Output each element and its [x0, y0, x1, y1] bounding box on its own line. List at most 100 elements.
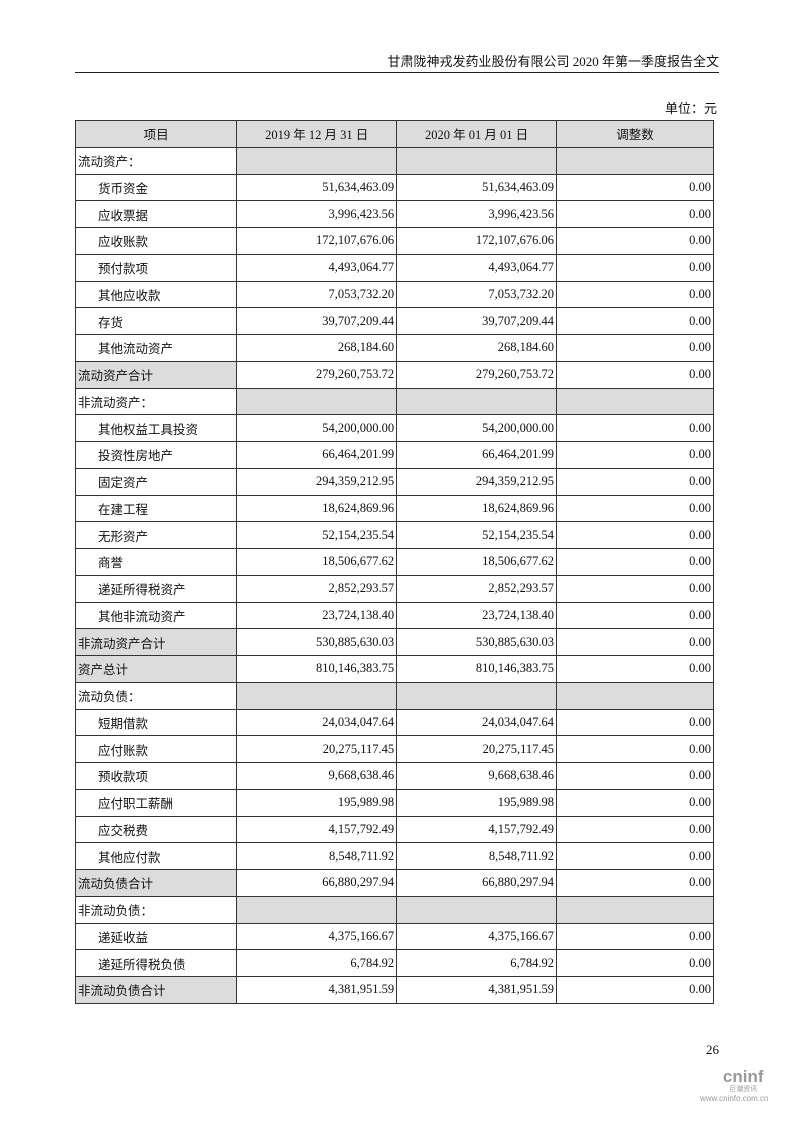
table-row: 货币资金 51,634,463.09 51,634,463.09 0.00	[74, 173, 714, 202]
total-row: 非流动负债合计 4,381,951.59 4,381,951.59 0.00	[74, 976, 714, 1004]
value-2019-12-31: 4,381,951.59	[236, 976, 398, 1004]
section-row: 流动资产：	[74, 146, 714, 175]
table-row: 递延所得税资产 2,852,293.57 2,852,293.57 0.00	[74, 574, 714, 603]
table-row: 应收票据 3,996,423.56 3,996,423.56 0.00	[74, 200, 714, 228]
value-2019-12-31: 24,034,047.64	[236, 708, 398, 737]
value-adjustment: 0.00	[556, 360, 714, 389]
row-label: 预收款项	[74, 762, 238, 790]
value-2019-12-31: 39,707,209.44	[236, 307, 398, 335]
row-label: 非流动负债合计	[74, 976, 238, 1004]
table-row: 应收账款 172,107,676.06 172,107,676.06 0.00	[74, 227, 714, 255]
value-2020-01-01: 39,707,209.44	[396, 307, 557, 335]
value-adjustment: 0.00	[556, 494, 714, 523]
value-2020-01-01: 279,260,753.72	[396, 360, 557, 389]
total-row: 非流动资产合计 530,885,630.03 530,885,630.03 0.00	[74, 628, 714, 656]
table-row: 固定资产 294,359,212.95 294,359,212.95 0.00	[74, 467, 714, 496]
value-2020-01-01: 530,885,630.03	[396, 628, 557, 656]
row-label: 流动资产合计	[74, 360, 238, 389]
value-adjustment: 0.00	[556, 949, 714, 977]
value-2020-01-01: 268,184.60	[396, 334, 557, 362]
value-2020-01-01: 2,852,293.57	[396, 574, 557, 603]
value-2019-12-31: 66,880,297.94	[236, 869, 398, 897]
table-row: 递延所得税负债 6,784.92 6,784.92 0.00	[74, 949, 714, 977]
value-2020-01-01	[396, 895, 557, 924]
table-header-row: 项目 2019 年 12 月 31 日 2020 年 01 月 01 日 调整数	[74, 120, 714, 148]
unit-label: 单位：元	[664, 101, 717, 116]
row-label: 货币资金	[74, 173, 238, 202]
value-adjustment: 0.00	[556, 976, 714, 1004]
row-label: 应交税费	[74, 815, 238, 844]
value-2020-01-01: 195,989.98	[396, 788, 557, 817]
section-row: 流动负债：	[74, 681, 714, 710]
value-adjustment: 0.00	[556, 280, 714, 309]
total-row: 流动资产合计 279,260,753.72 279,260,753.72 0.00	[74, 360, 714, 389]
value-adjustment: 0.00	[556, 601, 714, 630]
table-row: 无形资产 52,154,235.54 52,154,235.54 0.00	[74, 521, 714, 549]
value-adjustment: 0.00	[556, 467, 714, 496]
row-label: 递延所得税负债	[74, 949, 238, 977]
value-adjustment: 0.00	[556, 521, 714, 549]
value-adjustment: 0.00	[556, 414, 714, 442]
row-label: 其他应收款	[74, 280, 238, 309]
row-label: 其他权益工具投资	[74, 414, 238, 442]
row-label: 存货	[74, 307, 238, 335]
value-2019-12-31: 195,989.98	[236, 788, 398, 817]
value-2020-01-01: 9,668,638.46	[396, 762, 557, 790]
row-label: 其他应付款	[74, 842, 238, 870]
row-label: 应收账款	[74, 227, 238, 255]
value-adjustment: 0.00	[556, 227, 714, 255]
value-2020-01-01: 7,053,732.20	[396, 280, 557, 309]
value-2019-12-31: 23,724,138.40	[236, 601, 398, 630]
total-row: 流动负债合计 66,880,297.94 66,880,297.94 0.00	[74, 869, 714, 897]
value-2020-01-01	[396, 681, 557, 710]
value-adjustment: 0.00	[556, 815, 714, 844]
value-2019-12-31: 4,493,064.77	[236, 253, 398, 282]
value-adjustment: 0.00	[556, 922, 714, 951]
value-2020-01-01: 24,034,047.64	[396, 708, 557, 737]
value-adjustment: 0.00	[556, 173, 714, 202]
value-2019-12-31: 4,157,792.49	[236, 815, 398, 844]
value-adjustment: 0.00	[556, 655, 714, 683]
row-label: 商誉	[74, 548, 238, 576]
value-2020-01-01: 18,506,677.62	[396, 548, 557, 576]
value-2019-12-31: 4,375,166.67	[236, 922, 398, 951]
row-label: 递延收益	[74, 922, 238, 951]
value-2019-12-31	[236, 681, 398, 710]
logo-cn: 巨潮资讯	[729, 1086, 758, 1093]
row-label: 其他流动资产	[74, 334, 238, 362]
table-row: 其他应付款 8,548,711.92 8,548,711.92 0.00	[74, 842, 714, 870]
row-label: 预付款项	[74, 253, 238, 282]
row-label: 无形资产	[74, 521, 238, 549]
table-row: 其他非流动资产 23,724,138.40 23,724,138.40 0.00	[74, 601, 714, 630]
row-label: 在建工程	[74, 494, 238, 523]
table-row: 存货 39,707,209.44 39,707,209.44 0.00	[74, 307, 714, 335]
value-2019-12-31: 8,548,711.92	[236, 842, 398, 870]
row-label: 非流动资产：	[74, 387, 238, 416]
value-2019-12-31	[236, 895, 398, 924]
value-adjustment: 0.00	[556, 334, 714, 362]
table-row: 应交税费 4,157,792.49 4,157,792.49 0.00	[74, 815, 714, 844]
value-2019-12-31: 268,184.60	[236, 334, 398, 362]
value-2019-12-31: 3,996,423.56	[236, 200, 398, 228]
value-adjustment: 0.00	[556, 441, 714, 469]
value-2019-12-31: 18,506,677.62	[236, 548, 398, 576]
value-adjustment: 0.00	[556, 253, 714, 282]
value-2020-01-01: 8,548,711.92	[396, 842, 557, 870]
row-label: 投资性房地产	[74, 441, 238, 469]
value-2020-01-01: 172,107,676.06	[396, 227, 557, 255]
table-row: 其他流动资产 268,184.60 268,184.60 0.00	[74, 334, 714, 362]
row-label: 非流动负债：	[74, 895, 238, 924]
value-2020-01-01: 4,157,792.49	[396, 815, 557, 844]
balance-adjustment-table: 项目 2019 年 12 月 31 日 2020 年 01 月 01 日 调整数…	[74, 120, 714, 1004]
cninfo-logo: cninf 巨潮资讯 www.cninfo.com.cn	[700, 1068, 768, 1103]
value-adjustment	[556, 681, 714, 710]
row-label: 流动负债：	[74, 681, 238, 710]
row-label: 应付职工薪酬	[74, 788, 238, 817]
value-adjustment: 0.00	[556, 307, 714, 335]
value-2020-01-01: 18,624,869.96	[396, 494, 557, 523]
value-2020-01-01: 4,381,951.59	[396, 976, 557, 1004]
row-label: 应付账款	[74, 735, 238, 763]
value-adjustment: 0.00	[556, 708, 714, 737]
row-label: 短期借款	[74, 708, 238, 737]
column-header: 2019 年 12 月 31 日	[236, 120, 398, 148]
